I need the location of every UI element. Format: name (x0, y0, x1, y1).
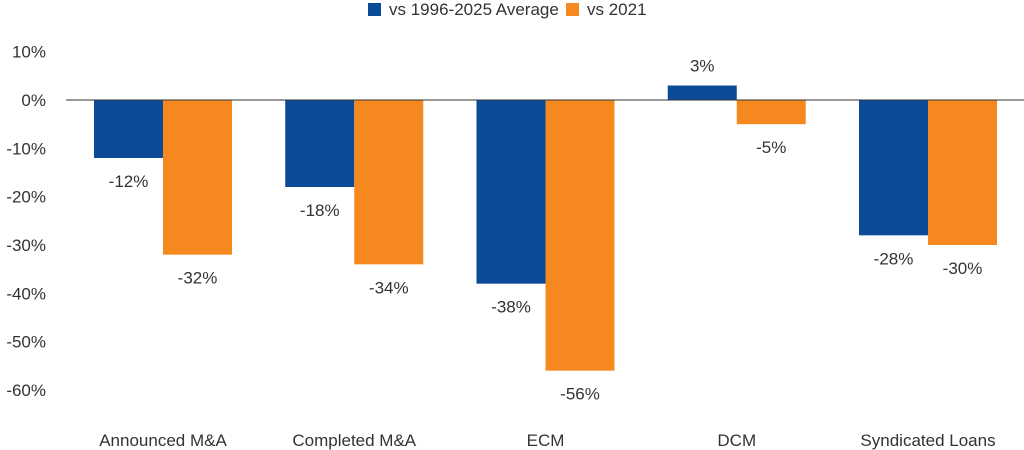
bar-2021-1 (163, 100, 232, 255)
data-label: -12% (109, 172, 149, 191)
data-label: -56% (560, 385, 600, 404)
y-tick-label: -30% (6, 236, 46, 255)
bar-avg-3 (476, 100, 546, 284)
bar-2021-2 (354, 100, 424, 265)
x-axis: Announced M&A Completed M&A ECM DCM Syndicat… (66, 99, 1024, 450)
legend-label-2: vs 2021 (587, 0, 647, 19)
y-tick-label: 10% (12, 43, 46, 62)
y-tick-label: -40% (6, 284, 46, 303)
bar-2021-3 (545, 100, 615, 371)
x-category-label: Syndicated Loans (860, 431, 995, 450)
data-label: -5% (756, 138, 786, 157)
data-label: -34% (369, 278, 409, 297)
y-tick-label: -60% (6, 381, 46, 400)
bar-avg-4 (667, 85, 737, 100)
data-label: -38% (491, 298, 531, 317)
x-category-label: Completed M&A (292, 431, 416, 450)
legend-label-1: vs 1996-2025 Average (389, 0, 559, 19)
bar-avg-2 (285, 100, 355, 187)
data-labels: -12% -32% -18% -34% -38% -56% 3% -5% -28% -30% (109, 57, 983, 404)
legend-swatch-2 (566, 3, 579, 16)
bar-avg-5 (859, 100, 928, 236)
bar-avg-1 (94, 100, 163, 158)
y-axis: 10% 0% -10% -20% -30% -40% -50% -60% (6, 43, 46, 400)
data-label: -30% (943, 259, 983, 278)
data-label: -18% (300, 201, 340, 220)
legend-swatch-1 (368, 3, 381, 16)
y-tick-label: -50% (6, 333, 46, 352)
bar-2021-5 (928, 100, 997, 245)
y-tick-label: 0% (21, 91, 46, 110)
x-category-label: ECM (527, 431, 565, 450)
data-label: -32% (178, 269, 218, 288)
data-label: -28% (874, 249, 914, 268)
y-tick-label: -20% (6, 188, 46, 207)
x-category-label: Announced M&A (99, 431, 227, 450)
bars (94, 85, 997, 371)
y-tick-label: -10% (6, 139, 46, 158)
x-category-label: DCM (717, 431, 756, 450)
legend: vs 1996-2025 Average vs 2021 (368, 0, 647, 19)
data-label: 3% (690, 57, 715, 76)
bar-2021-4 (736, 100, 806, 125)
